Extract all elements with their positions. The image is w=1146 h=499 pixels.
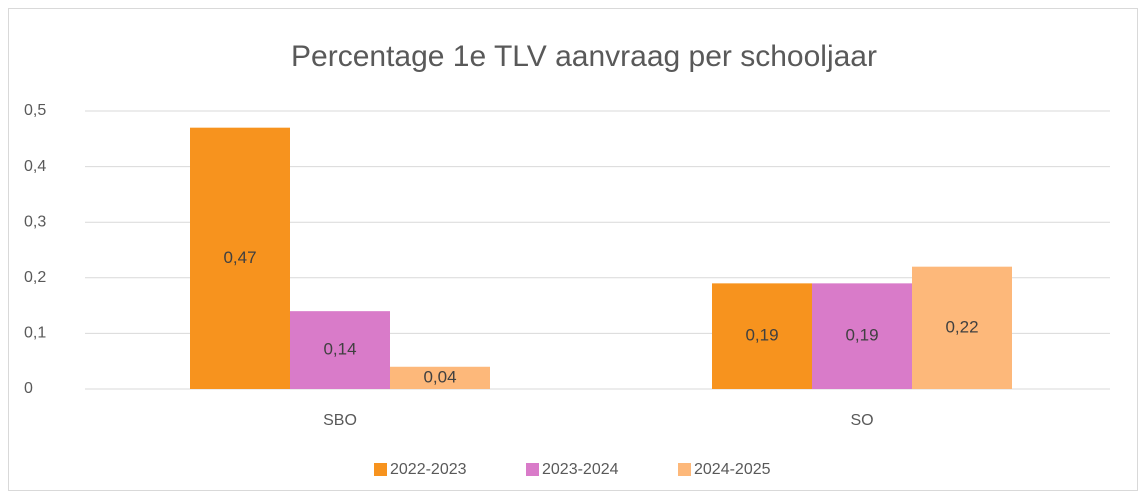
data-label: 0,04 [423, 367, 456, 386]
legend-label: 2023-2024 [542, 461, 619, 478]
data-label: 0,47 [223, 248, 256, 267]
legend-swatch [678, 463, 691, 476]
y-tick-label: 0,5 [24, 102, 46, 119]
y-tick-label: 0,1 [24, 325, 46, 342]
y-tick-label: 0,3 [24, 213, 46, 230]
legend-swatch [374, 463, 387, 476]
chart-title: Percentage 1e TLV aanvraag per schooljaa… [291, 40, 877, 73]
legend-swatch [526, 463, 539, 476]
x-tick-label: SO [850, 412, 873, 429]
bar [812, 283, 912, 389]
bar [290, 311, 390, 389]
data-label: 0,14 [323, 340, 356, 359]
data-label: 0,19 [845, 326, 878, 345]
y-tick-label: 0,2 [24, 269, 46, 286]
legend-label: 2024-2025 [694, 461, 771, 478]
bar [712, 283, 812, 389]
chart-frame [8, 8, 1138, 491]
data-label: 0,22 [945, 317, 978, 336]
x-tick-label: SBO [323, 412, 357, 429]
legend-label: 2022-2023 [390, 461, 467, 478]
bar [390, 366, 490, 389]
y-tick-label: 0 [24, 380, 33, 397]
bar [190, 127, 290, 390]
data-label: 0,19 [745, 326, 778, 345]
y-tick-label: 0,4 [24, 158, 46, 175]
bar [912, 266, 1012, 389]
